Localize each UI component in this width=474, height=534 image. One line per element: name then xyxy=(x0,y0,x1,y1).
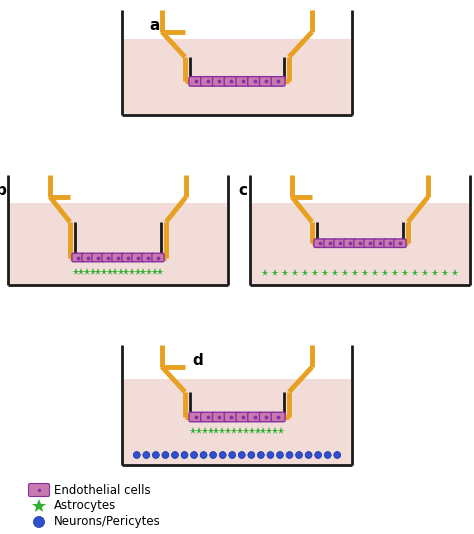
Circle shape xyxy=(200,452,207,458)
FancyBboxPatch shape xyxy=(212,77,226,86)
Text: Astrocytes: Astrocytes xyxy=(54,499,116,513)
FancyBboxPatch shape xyxy=(112,253,124,262)
FancyBboxPatch shape xyxy=(201,77,215,86)
Circle shape xyxy=(229,452,236,458)
Text: d: d xyxy=(192,353,203,368)
Circle shape xyxy=(34,516,45,528)
FancyBboxPatch shape xyxy=(224,77,238,86)
Circle shape xyxy=(267,452,274,458)
Circle shape xyxy=(248,452,255,458)
Bar xyxy=(123,379,351,464)
FancyBboxPatch shape xyxy=(102,253,114,262)
Circle shape xyxy=(276,452,283,458)
FancyBboxPatch shape xyxy=(201,412,215,422)
Circle shape xyxy=(238,452,245,458)
FancyBboxPatch shape xyxy=(236,77,250,86)
FancyBboxPatch shape xyxy=(189,412,203,422)
Circle shape xyxy=(143,452,150,458)
Bar xyxy=(123,40,351,114)
Circle shape xyxy=(219,452,226,458)
Circle shape xyxy=(324,452,331,458)
FancyBboxPatch shape xyxy=(384,239,396,247)
Circle shape xyxy=(133,452,140,458)
FancyBboxPatch shape xyxy=(72,253,84,262)
FancyBboxPatch shape xyxy=(394,239,406,247)
FancyBboxPatch shape xyxy=(374,239,386,247)
Circle shape xyxy=(153,452,159,458)
FancyBboxPatch shape xyxy=(259,412,273,422)
FancyBboxPatch shape xyxy=(152,253,164,262)
FancyBboxPatch shape xyxy=(142,253,154,262)
FancyBboxPatch shape xyxy=(354,239,366,247)
FancyBboxPatch shape xyxy=(259,77,273,86)
Circle shape xyxy=(315,452,321,458)
Bar xyxy=(9,202,227,284)
Circle shape xyxy=(210,452,217,458)
Bar xyxy=(251,202,469,284)
Circle shape xyxy=(181,452,188,458)
FancyBboxPatch shape xyxy=(28,483,49,497)
FancyBboxPatch shape xyxy=(248,412,262,422)
FancyBboxPatch shape xyxy=(92,253,104,262)
FancyBboxPatch shape xyxy=(212,412,226,422)
Text: c: c xyxy=(238,183,247,198)
Circle shape xyxy=(191,452,198,458)
FancyBboxPatch shape xyxy=(189,77,203,86)
Circle shape xyxy=(296,452,302,458)
FancyBboxPatch shape xyxy=(132,253,144,262)
FancyBboxPatch shape xyxy=(324,239,336,247)
FancyBboxPatch shape xyxy=(314,239,326,247)
FancyBboxPatch shape xyxy=(364,239,376,247)
Circle shape xyxy=(257,452,264,458)
Text: Endothelial cells: Endothelial cells xyxy=(54,483,151,497)
Circle shape xyxy=(305,452,312,458)
FancyBboxPatch shape xyxy=(122,253,134,262)
Text: b: b xyxy=(0,183,7,198)
Circle shape xyxy=(286,452,293,458)
Circle shape xyxy=(162,452,169,458)
FancyBboxPatch shape xyxy=(236,412,250,422)
FancyBboxPatch shape xyxy=(271,412,285,422)
FancyBboxPatch shape xyxy=(224,412,238,422)
FancyBboxPatch shape xyxy=(271,77,285,86)
Circle shape xyxy=(172,452,178,458)
Text: Neurons/Pericytes: Neurons/Pericytes xyxy=(54,515,161,529)
Circle shape xyxy=(334,452,341,458)
Text: a: a xyxy=(149,18,159,33)
FancyBboxPatch shape xyxy=(248,77,262,86)
FancyBboxPatch shape xyxy=(82,253,94,262)
FancyBboxPatch shape xyxy=(344,239,356,247)
FancyBboxPatch shape xyxy=(334,239,346,247)
